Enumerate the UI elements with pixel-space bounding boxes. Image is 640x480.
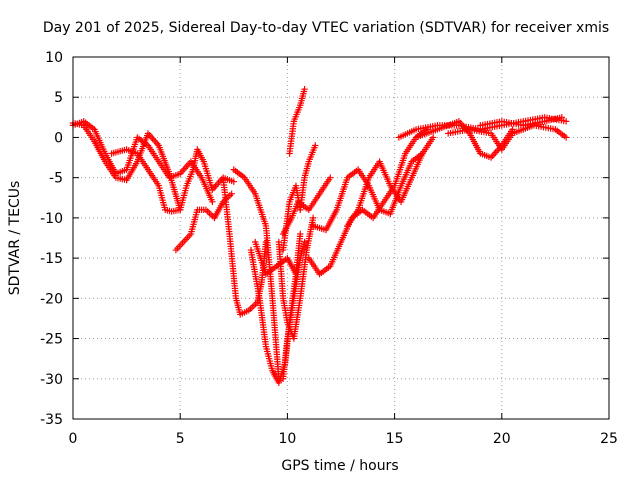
y-tick-label: -5 [49,171,63,187]
data-marks [69,85,570,386]
series-track-2 [69,119,184,214]
data-point [562,118,570,125]
plot-frame [72,56,610,420]
series-track-12 [279,174,334,238]
x-tick-label: 15 [386,431,404,447]
data-point [301,238,308,246]
data-point [562,134,570,141]
data-point [327,174,334,181]
y-tick-label: 0 [54,130,63,146]
series-track-5 [219,174,270,318]
data-point [297,230,304,238]
series-track-18 [445,122,570,153]
data-point [312,142,319,149]
x-tick-label: 10 [278,431,296,447]
series-track-19 [477,114,566,129]
x-tick-label: 25 [600,431,618,447]
y-ticks: 10 5 0 -5 -10 -15 -20 -25 -30 -35 [40,50,609,428]
y-tick-label: -15 [40,251,63,267]
x-ticks: 0 5 10 15 20 25 [69,57,618,447]
chart-title: Day 201 of 2025, Sidereal Day-to-day VTE… [43,20,609,36]
y-tick-label: -25 [40,332,63,348]
series-track-14 [309,150,426,234]
series-track-8 [252,238,308,278]
data-point [301,85,308,93]
series-track-11 [286,85,308,157]
y-axis-label: SDTVAR / TECUs [7,181,23,296]
x-tick-label: 5 [176,431,185,447]
series-track-9 [275,214,317,342]
data-point [558,114,566,121]
data-point [309,214,317,222]
series-track-7 [247,230,304,386]
x-tick-label: 0 [69,431,78,447]
data-point [209,198,216,205]
data-point [230,178,237,185]
y-tick-label: -10 [40,211,63,227]
y-tick-label: -20 [40,291,63,307]
series-track-13 [305,126,430,278]
x-tick-label: 20 [493,431,511,447]
y-tick-label: 10 [45,50,63,66]
y-tick-label: -35 [40,412,63,428]
series-track-3 [108,146,237,215]
y-tick-label: -30 [40,372,63,388]
data-point [228,190,235,197]
y-tick-label: 5 [54,90,63,106]
data-point [429,134,437,141]
x-axis-label: GPS time / hours [281,458,398,474]
series-track-15 [344,134,437,230]
